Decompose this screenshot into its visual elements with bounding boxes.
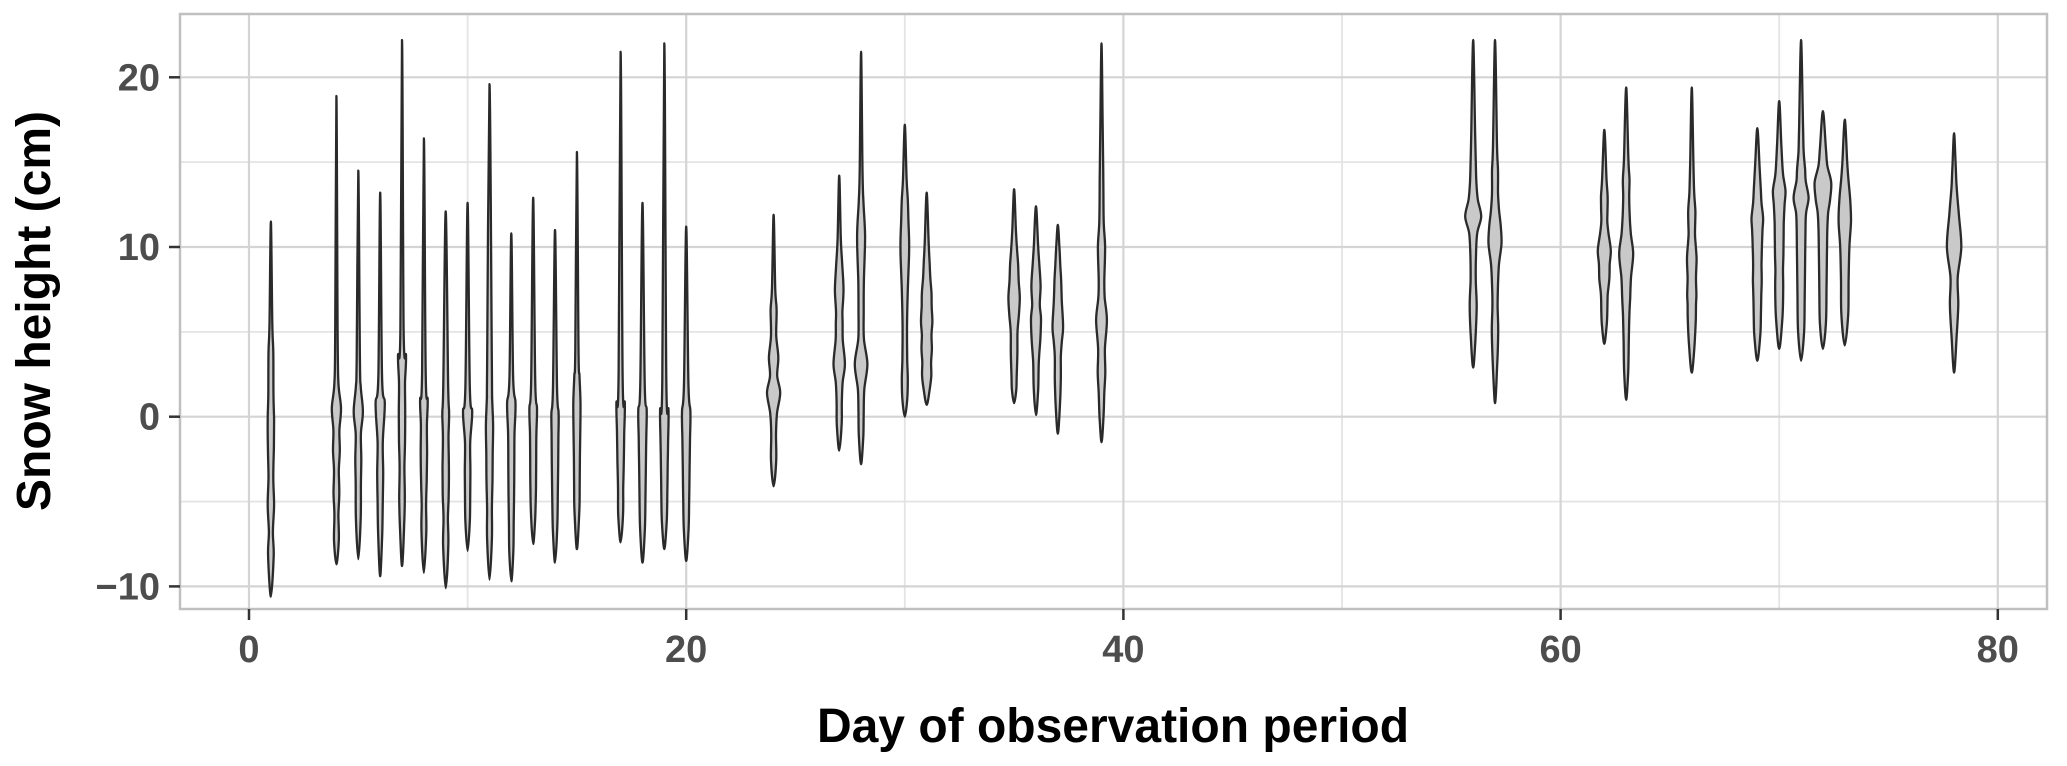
violin-day-72 xyxy=(1813,110,1833,350)
violin-day-11 xyxy=(484,82,495,581)
violin-day-71 xyxy=(1792,38,1810,362)
violin-day-20 xyxy=(680,225,692,563)
violin-day-78 xyxy=(1945,132,1963,374)
violin-day-17 xyxy=(615,50,627,544)
y-tick-label-0: 0 xyxy=(139,397,160,439)
violin-day-73 xyxy=(1837,118,1853,347)
x-tick-label-20: 20 xyxy=(665,629,707,671)
violin-day-39 xyxy=(1094,42,1109,444)
panel-border xyxy=(178,12,2049,611)
violin-series xyxy=(266,38,1963,598)
x-tick-label-0: 0 xyxy=(238,629,259,671)
x-tick-label-80: 80 xyxy=(1977,629,2019,671)
violin-day-62 xyxy=(1596,128,1612,345)
violin-day-13 xyxy=(528,196,539,546)
violin-day-37 xyxy=(1051,223,1065,435)
violin-day-1 xyxy=(266,220,276,598)
violin-day-4 xyxy=(330,94,343,566)
violin-day-56 xyxy=(1464,38,1483,369)
y-axis-title: Snow height (cm) xyxy=(8,111,61,511)
gridlines xyxy=(180,14,2047,609)
violin-day-10 xyxy=(461,201,474,552)
violin-day-24 xyxy=(765,213,782,488)
y-tick-label-−10: −10 xyxy=(96,566,160,608)
violin-day-69 xyxy=(1750,127,1765,362)
axis-ticks xyxy=(169,76,2000,620)
violin-day-70 xyxy=(1771,99,1787,350)
violin-day-9 xyxy=(441,210,451,590)
y-tick-label-20: 20 xyxy=(118,57,160,99)
violin-day-12 xyxy=(505,232,517,583)
y-tick-label-10: 10 xyxy=(118,227,160,269)
violin-day-5 xyxy=(352,169,365,561)
violin-day-27 xyxy=(832,174,847,452)
violin-day-63 xyxy=(1618,86,1635,401)
x-axis-title: Day of observation period xyxy=(817,700,1409,753)
violin-day-18 xyxy=(637,201,648,564)
violin-day-35 xyxy=(1007,188,1021,405)
violin-day-57 xyxy=(1487,38,1503,405)
violin-day-36 xyxy=(1029,205,1043,417)
x-tick-label-60: 60 xyxy=(1539,629,1581,671)
x-tick-label-40: 40 xyxy=(1102,629,1144,671)
violin-day-66 xyxy=(1685,86,1698,374)
violin-day-7 xyxy=(396,38,408,568)
violin-day-8 xyxy=(418,137,429,574)
violin-day-30 xyxy=(899,123,911,418)
axis-tick-labels: 0 20 40 60 80 20 10 0 −10 xyxy=(96,57,2019,671)
violin-day-19 xyxy=(658,42,670,551)
violin-day-28 xyxy=(853,50,869,466)
violin-day-6 xyxy=(374,191,386,578)
violin-day-14 xyxy=(550,228,560,564)
violin-day-31 xyxy=(919,191,934,406)
violin-day-15 xyxy=(572,150,582,551)
